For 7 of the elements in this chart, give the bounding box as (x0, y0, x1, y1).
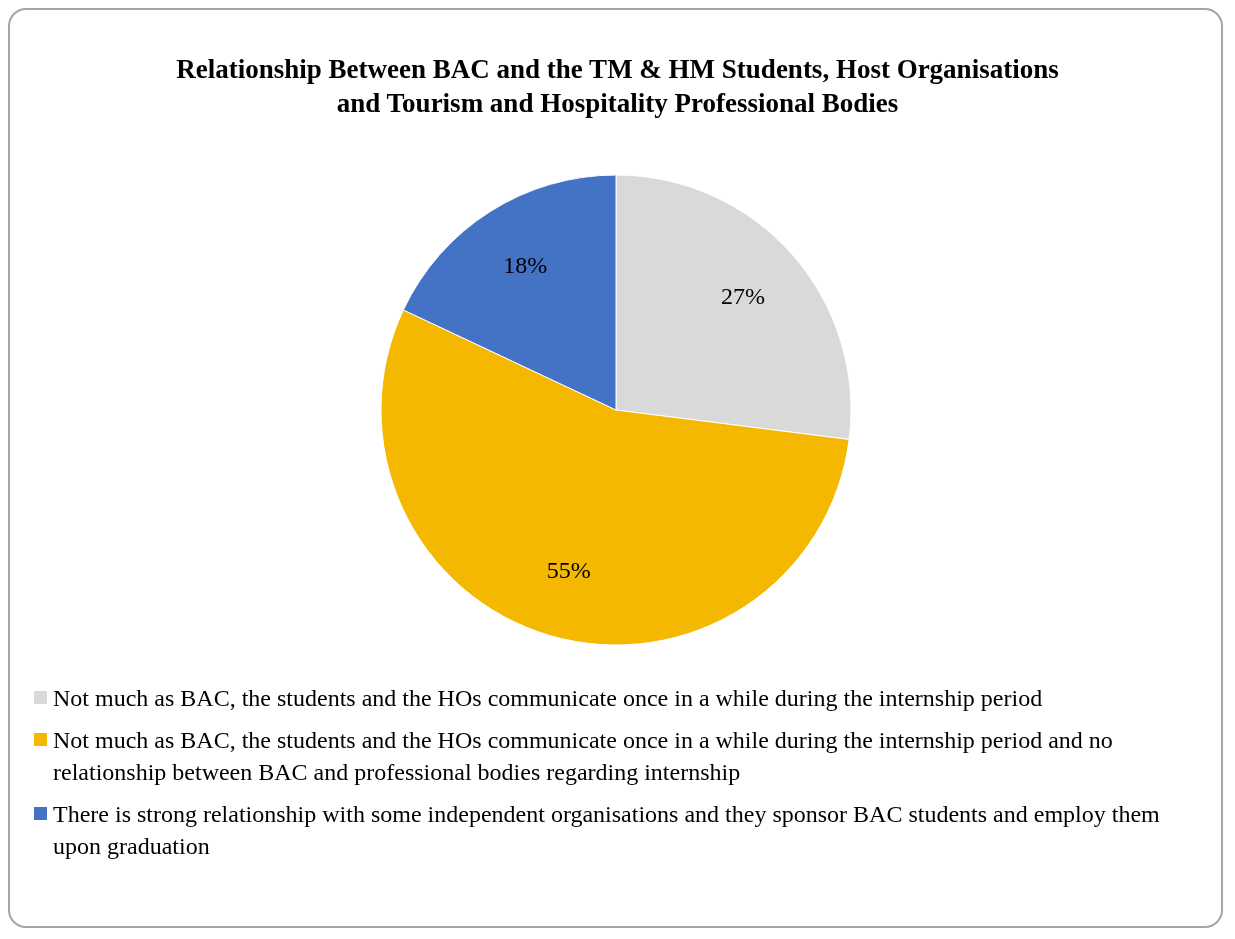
data-label: 18% (503, 251, 548, 278)
legend-label: Not much as BAC, the students and the HOs communicate once in a while during the internship period and no relationship between BAC and professional bodies regarding internship (53, 726, 1114, 787)
legend-label: Not much as BAC, the students and the HOs communicate once in a while during the internship period (53, 684, 1043, 713)
data-label: 55% (546, 556, 591, 583)
legend-label: There is strong relationship with some independent organisations and they sponsor BAC students and employ them upon graduation (53, 800, 1161, 861)
data-label: 27% (720, 282, 765, 309)
chart-title: Relationship Between BAC and the TM & HM Students, Host Organisations and Tourism and Hospitality Professional Bodies (175, 53, 1060, 120)
